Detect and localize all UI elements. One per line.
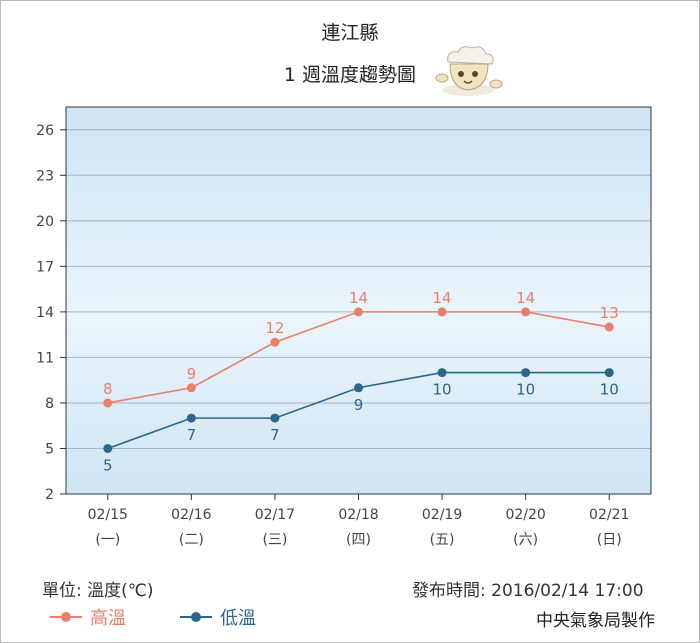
data-point [521,368,531,378]
data-point [604,322,614,332]
x-tick-label: 02/15 [88,507,128,523]
x-tick-label: 02/20 [505,507,545,523]
unit-label: 單位: 溫度(℃) [42,581,154,601]
y-tick-label: 5 [45,441,54,457]
x-tick-label: 02/17 [255,507,295,523]
chart-title-county: 連江縣 [321,22,379,44]
data-label: 8 [103,380,113,398]
x-tick-weekday: (四) [346,532,371,548]
y-tick-label: 17 [36,259,54,275]
x-tick-weekday: (二) [179,532,204,548]
y-tick-label: 23 [36,168,54,184]
data-point [103,398,113,408]
data-label: 7 [270,426,280,444]
series-high: 8 9 12 14 14 14 13 [103,289,619,408]
x-tick-weekday: (六) [513,532,538,548]
y-tick-label: 11 [36,350,54,366]
publish-time: 發布時間: 2016/02/14 17:00 [412,581,644,601]
legend: 高溫 低溫 [50,608,256,629]
series-low: 5 7 7 9 10 10 10 [103,368,619,474]
legend-low-marker [191,612,201,622]
x-tick-weekday: (一) [95,532,120,548]
x-tick-label: 02/21 [589,507,629,523]
data-label: 10 [600,381,619,399]
data-point [186,413,196,423]
data-label: 10 [516,381,535,399]
data-label: 12 [265,319,284,337]
x-tick-weekday: (日) [597,532,622,548]
mascot-icon [435,46,503,96]
data-point [186,383,196,393]
data-label: 14 [349,289,368,307]
x-tick-label: 02/19 [422,507,462,523]
data-point [354,307,363,317]
x-tick-weekday: (三) [262,532,287,548]
data-point [354,383,363,393]
data-point [604,368,614,378]
data-label: 13 [600,304,619,322]
data-label: 9 [187,365,197,383]
data-point [270,337,280,347]
data-label: 9 [354,396,364,414]
data-label: 5 [103,456,113,474]
data-point [437,368,447,378]
legend-high-marker [61,612,71,622]
y-tick-label: 8 [45,396,54,412]
data-label: 14 [516,289,535,307]
plot-area [66,107,651,494]
y-tick-label: 2 [45,487,54,503]
legend-item-high: 高溫 [50,608,126,629]
data-point [437,307,447,317]
data-label: 7 [187,426,197,444]
y-tick-label: 26 [36,123,54,139]
producer-label: 中央氣象局製作 [536,611,655,631]
y-tick-label: 14 [36,305,54,321]
legend-low-label: 低溫 [220,608,256,629]
x-tick-label: 02/16 [171,507,211,523]
plot-border [65,106,652,495]
data-point [103,443,113,453]
legend-high-label: 高溫 [90,608,126,629]
data-point [270,413,280,423]
data-label: 10 [433,381,452,399]
data-point [521,307,531,317]
chart-subtitle: 1 週溫度趨勢圖 [283,64,417,86]
x-tick-weekday: (五) [430,532,455,548]
data-label: 14 [433,289,452,307]
legend-item-low: 低溫 [180,608,256,629]
y-tick-label: 20 [36,214,54,230]
x-tick-label: 02/18 [338,507,378,523]
